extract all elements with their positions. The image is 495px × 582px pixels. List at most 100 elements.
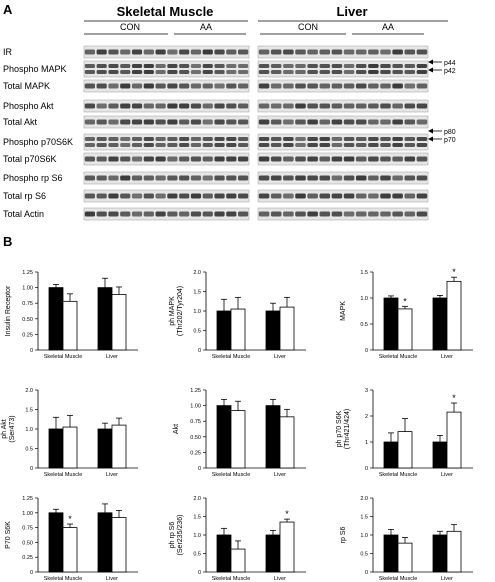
y-tick-label: 0.75 bbox=[22, 301, 33, 307]
bar-chart: 0 0.5 1.0 1.5 MAPK * Skeletal Muscle * Liver bbox=[340, 267, 473, 360]
blot-strip bbox=[257, 133, 429, 151]
y-tick-label: 2.0 bbox=[193, 496, 201, 502]
y-tick-label: 1.00 bbox=[190, 404, 201, 410]
blot-row-label: Phospho MAPK bbox=[3, 64, 67, 74]
y-tick-label: 0.50 bbox=[22, 540, 33, 546]
y-tick-label: 1.5 bbox=[360, 270, 368, 276]
y-tick-label: 1.00 bbox=[22, 511, 33, 517]
bar-chart: 0 0.5 1.0 1.5 2.0 ph MAPK(Thr202/Tyr204) Skele… bbox=[169, 270, 306, 360]
x-category-label: Skeletal Muscle bbox=[44, 354, 83, 360]
blot-strip bbox=[257, 79, 429, 93]
y-tick-label: 3 bbox=[365, 388, 368, 394]
x-category-label: Liver bbox=[106, 354, 118, 360]
blot-strip bbox=[83, 60, 250, 78]
x-category-label: Skeletal Muscle bbox=[379, 576, 418, 582]
bar bbox=[216, 534, 232, 573]
x-category-label: Liver bbox=[274, 472, 286, 478]
bar bbox=[62, 300, 78, 351]
panel-b-label: B bbox=[3, 234, 12, 249]
y-tick-label: 2.0 bbox=[25, 388, 33, 394]
bar-chart: 0 0.25 0.50 0.75 1.00 1.25 Insulin Receptor Ske… bbox=[5, 270, 138, 360]
bar-chart: 0 0.5 1.0 1.5 2.0 ph rp S6(Ser235/236) Skeleta… bbox=[169, 496, 306, 582]
x-category-label: Liver bbox=[441, 576, 453, 582]
blot-strip bbox=[257, 45, 429, 59]
blot-strip bbox=[83, 207, 250, 221]
group-label-con-muscle: CON bbox=[120, 22, 140, 32]
y-axis-label: P70 S6K bbox=[5, 521, 12, 549]
y-tick-label: 0.75 bbox=[190, 419, 201, 425]
y-tick-label: 1.25 bbox=[22, 270, 33, 276]
y-tick-label: 2.0 bbox=[360, 496, 368, 502]
y-tick-label: 1.5 bbox=[360, 515, 368, 521]
x-category-label: Skeletal Muscle bbox=[212, 472, 251, 478]
y-tick-label: 0.25 bbox=[190, 450, 201, 456]
y-axis-label: MAPK bbox=[340, 301, 347, 321]
y-tick-label: 1.25 bbox=[190, 388, 201, 394]
blot-strip bbox=[83, 171, 250, 185]
bar bbox=[383, 534, 399, 573]
bar bbox=[446, 530, 462, 573]
blot-strip bbox=[257, 115, 429, 129]
blot-strip bbox=[83, 115, 250, 129]
bar bbox=[432, 441, 448, 469]
group-label-aa-liver: AA bbox=[382, 22, 394, 32]
bar bbox=[432, 534, 448, 573]
blot-row-label: Total p70S6K bbox=[3, 154, 57, 164]
x-category-label: Liver bbox=[106, 576, 118, 582]
blot-strip bbox=[257, 152, 429, 166]
y-tick-label: 2 bbox=[365, 414, 368, 420]
y-tick-label: 0.5 bbox=[193, 552, 201, 558]
bar bbox=[97, 428, 113, 469]
y-tick-label: 0 bbox=[365, 466, 368, 472]
blot-row-label: Phospho p70S6K bbox=[3, 137, 73, 147]
western-blot-panel: A Skeletal Muscle Liver CON AA CON AA IR… bbox=[3, 2, 456, 221]
blot-row-label: Total rp S6 bbox=[3, 191, 46, 201]
y-tick-label: 0.50 bbox=[190, 435, 201, 441]
y-tick-label: 0 bbox=[30, 466, 33, 472]
band-label-p42: p42 bbox=[444, 68, 456, 75]
y-tick-label: 1.00 bbox=[22, 286, 33, 292]
y-tick-label: 1.5 bbox=[193, 515, 201, 521]
y-axis-label: Insulin Receptor bbox=[5, 285, 12, 336]
y-tick-label: 2.0 bbox=[193, 270, 201, 276]
y-tick-label: 0 bbox=[198, 466, 201, 472]
x-category-label: Skeletal Muscle bbox=[212, 354, 251, 360]
y-tick-label: 1.0 bbox=[360, 533, 368, 539]
bar bbox=[230, 548, 246, 573]
panel-a-label: A bbox=[3, 2, 13, 17]
y-tick-label: 1.0 bbox=[193, 309, 201, 315]
y-axis-label: ph Akt(Ser473) bbox=[1, 415, 16, 442]
bar bbox=[397, 542, 413, 573]
group-label-aa-muscle: AA bbox=[200, 22, 212, 32]
band-label-p44: p44 bbox=[444, 60, 456, 67]
bar bbox=[230, 410, 246, 469]
significance-marker: * bbox=[452, 393, 456, 403]
bar bbox=[111, 517, 127, 573]
significance-marker: * bbox=[285, 509, 289, 519]
bar bbox=[383, 297, 399, 351]
band-label-p80: p80 bbox=[444, 129, 456, 136]
blot-strip bbox=[257, 99, 429, 113]
bar bbox=[383, 441, 399, 469]
bar bbox=[48, 428, 64, 469]
bar bbox=[397, 431, 413, 469]
bar bbox=[265, 534, 281, 573]
blot-row-label: Total Akt bbox=[3, 117, 38, 127]
significance-marker: * bbox=[452, 267, 456, 277]
blot-strip bbox=[83, 189, 250, 203]
bar-chart: 0 0.5 1.0 1.5 2.0 rp S6 Skeletal Muscle Liver bbox=[340, 496, 473, 582]
x-category-label: Liver bbox=[106, 472, 118, 478]
y-tick-label: 0.5 bbox=[360, 322, 368, 328]
blot-row-label: Phospho rp S6 bbox=[3, 173, 63, 183]
bar bbox=[97, 512, 113, 573]
y-tick-label: 0.50 bbox=[22, 317, 33, 323]
x-category-label: Skeletal Muscle bbox=[379, 354, 418, 360]
bar bbox=[230, 308, 246, 351]
blot-strip bbox=[83, 79, 250, 93]
tissue-header-liver: Liver bbox=[336, 4, 367, 19]
significance-marker: * bbox=[403, 296, 407, 306]
y-tick-label: 0 bbox=[30, 570, 33, 576]
blot-strip bbox=[83, 152, 250, 166]
